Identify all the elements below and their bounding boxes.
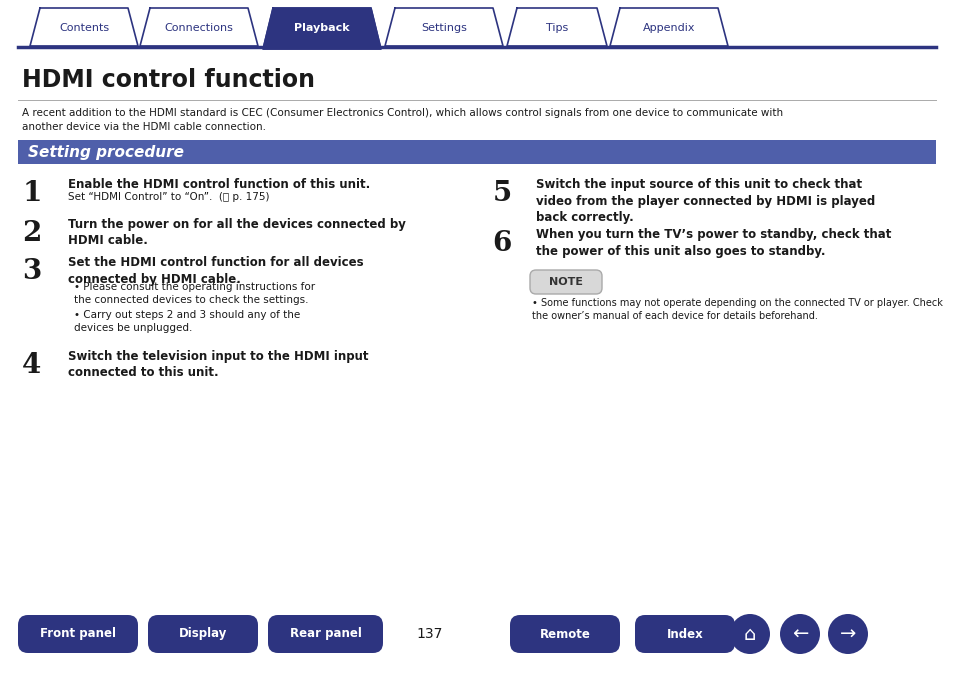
Text: Set “HDMI Control” to “On”.  (⭐ p. 175): Set “HDMI Control” to “On”. (⭐ p. 175): [68, 192, 269, 202]
Text: Connections: Connections: [164, 23, 233, 33]
Text: Enable the HDMI control function of this unit.: Enable the HDMI control function of this…: [68, 178, 370, 191]
Text: • Some functions may not operate depending on the connected TV or player. Check
: • Some functions may not operate dependi…: [532, 298, 942, 321]
Text: Index: Index: [666, 627, 702, 641]
Bar: [18, 140, 935, 164]
Circle shape: [827, 614, 867, 654]
Text: Contents: Contents: [59, 23, 109, 33]
Text: Appendix: Appendix: [642, 23, 695, 33]
Text: Tips: Tips: [545, 23, 568, 33]
Polygon shape: [609, 8, 727, 46]
Text: HDMI control function: HDMI control function: [22, 68, 314, 92]
Text: ⌂: ⌂: [743, 625, 756, 643]
Polygon shape: [385, 8, 502, 46]
FancyBboxPatch shape: [148, 615, 257, 653]
Circle shape: [780, 614, 820, 654]
Text: Remote: Remote: [539, 627, 590, 641]
Text: • Please consult the operating instructions for
the connected devices to check t: • Please consult the operating instructi…: [74, 282, 314, 305]
FancyBboxPatch shape: [530, 270, 601, 294]
FancyBboxPatch shape: [268, 615, 382, 653]
Text: Switch the television input to the HDMI input
connected to this unit.: Switch the television input to the HDMI …: [68, 350, 368, 380]
Text: Switch the input source of this unit to check that
video from the player connect: Switch the input source of this unit to …: [536, 178, 874, 224]
Text: 1: 1: [22, 180, 42, 207]
Text: Setting procedure: Setting procedure: [28, 145, 184, 160]
Circle shape: [729, 614, 769, 654]
Text: ←: ←: [791, 625, 807, 643]
Polygon shape: [506, 8, 606, 46]
FancyBboxPatch shape: [510, 615, 619, 653]
Text: Front panel: Front panel: [40, 627, 116, 641]
FancyBboxPatch shape: [18, 615, 138, 653]
Polygon shape: [140, 8, 257, 46]
FancyBboxPatch shape: [635, 615, 734, 653]
Text: 2: 2: [22, 220, 42, 247]
Text: Set the HDMI control function for all devices
connected by HDMI cable.: Set the HDMI control function for all de…: [68, 256, 363, 285]
Text: Playback: Playback: [294, 23, 350, 33]
Text: 4: 4: [22, 352, 42, 379]
Text: Turn the power on for all the devices connected by
HDMI cable.: Turn the power on for all the devices co…: [68, 218, 405, 248]
Text: →: →: [839, 625, 855, 643]
Text: Display: Display: [178, 627, 227, 641]
Text: Settings: Settings: [420, 23, 466, 33]
Polygon shape: [30, 8, 138, 46]
Text: NOTE: NOTE: [548, 277, 582, 287]
Polygon shape: [263, 8, 380, 49]
Text: 3: 3: [22, 258, 42, 285]
Text: 6: 6: [492, 230, 511, 257]
Text: A recent addition to the HDMI standard is CEC (Consumer Electronics Control), wh: A recent addition to the HDMI standard i…: [22, 108, 782, 132]
Text: • Carry out steps 2 and 3 should any of the
devices be unplugged.: • Carry out steps 2 and 3 should any of …: [74, 310, 300, 333]
Text: Rear panel: Rear panel: [290, 627, 361, 641]
Text: 137: 137: [416, 627, 443, 641]
Text: When you turn the TV’s power to standby, check that
the power of this unit also : When you turn the TV’s power to standby,…: [536, 228, 890, 258]
Text: 5: 5: [492, 180, 511, 207]
